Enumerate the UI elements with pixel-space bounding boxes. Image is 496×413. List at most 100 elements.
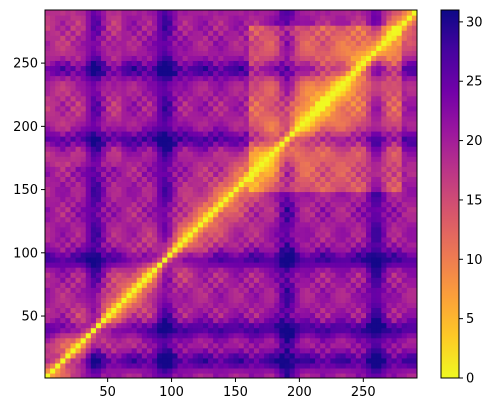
heatmap-cell bbox=[70, 216, 77, 223]
heatmap-cell bbox=[50, 136, 56, 142]
heatmap-cell bbox=[70, 156, 77, 162]
heatmap-cell bbox=[243, 156, 250, 162]
heatmap-cell bbox=[259, 272, 265, 278]
heatmap-cell bbox=[294, 75, 301, 82]
heatmap-cell bbox=[320, 100, 326, 107]
heatmap-cell bbox=[330, 146, 337, 152]
heatmap-cell bbox=[299, 90, 306, 97]
heatmap-cell bbox=[218, 362, 224, 369]
heatmap-cell bbox=[172, 362, 179, 369]
heatmap-cell bbox=[80, 191, 87, 198]
heatmap-cell bbox=[371, 317, 377, 324]
heatmap-cell bbox=[294, 352, 301, 359]
heatmap-cell bbox=[177, 302, 184, 309]
heatmap-cell bbox=[208, 105, 214, 112]
heatmap-cell bbox=[187, 292, 194, 298]
heatmap-cell bbox=[274, 125, 281, 132]
heatmap-cell bbox=[65, 246, 72, 253]
heatmap-cell bbox=[213, 241, 219, 248]
heatmap-cell bbox=[223, 161, 230, 167]
heatmap-cell bbox=[162, 287, 168, 293]
heatmap-cell bbox=[90, 267, 97, 273]
heatmap-cell bbox=[330, 141, 337, 147]
heatmap-cell bbox=[90, 15, 97, 21]
heatmap-cell bbox=[70, 105, 77, 112]
heatmap-cell bbox=[45, 357, 51, 364]
heatmap-cell bbox=[269, 367, 275, 374]
heatmap-cell bbox=[228, 110, 235, 117]
heatmap-cell bbox=[162, 322, 168, 329]
heatmap-cell bbox=[157, 176, 163, 182]
heatmap-cell bbox=[116, 297, 123, 303]
heatmap-cell bbox=[116, 171, 123, 177]
heatmap-cell bbox=[320, 141, 326, 147]
heatmap-cell bbox=[325, 105, 331, 112]
heatmap-cell bbox=[202, 80, 209, 87]
heatmap-cell bbox=[366, 161, 372, 167]
heatmap-cell bbox=[304, 136, 311, 142]
heatmap-cell bbox=[116, 302, 123, 309]
heatmap-cell bbox=[360, 25, 367, 31]
heatmap-cell bbox=[152, 10, 158, 16]
heatmap-cell bbox=[360, 322, 367, 329]
heatmap-cell bbox=[289, 171, 296, 177]
heatmap-cell bbox=[269, 75, 275, 82]
heatmap-cell bbox=[259, 151, 265, 157]
heatmap-cell bbox=[172, 50, 179, 56]
heatmap-cell bbox=[65, 110, 72, 117]
heatmap-cell bbox=[218, 166, 224, 172]
heatmap-cell bbox=[126, 206, 133, 213]
heatmap-cell bbox=[131, 20, 138, 26]
heatmap-cell bbox=[50, 25, 56, 31]
heatmap-cell bbox=[157, 201, 163, 208]
heatmap-cell bbox=[152, 267, 158, 273]
heatmap-cell bbox=[330, 30, 337, 36]
heatmap-cell bbox=[101, 312, 107, 319]
heatmap-cell bbox=[325, 206, 331, 213]
heatmap-cell bbox=[60, 130, 66, 137]
heatmap-cell bbox=[131, 130, 138, 137]
heatmap-cell bbox=[126, 20, 133, 26]
heatmap-cell bbox=[121, 100, 128, 107]
heatmap-cell bbox=[279, 307, 286, 314]
heatmap-cell bbox=[325, 287, 331, 293]
heatmap-cell bbox=[371, 100, 377, 107]
heatmap-cell bbox=[289, 181, 296, 188]
heatmap-cell bbox=[75, 241, 82, 248]
heatmap-cell bbox=[116, 332, 123, 339]
heatmap-cell bbox=[350, 166, 357, 172]
heatmap-cell bbox=[45, 55, 51, 62]
heatmap-cell bbox=[50, 226, 56, 233]
heatmap-cell bbox=[386, 267, 393, 273]
heatmap-cell bbox=[264, 186, 270, 193]
heatmap-cell bbox=[90, 302, 97, 309]
heatmap-cell bbox=[60, 55, 66, 62]
heatmap-cell bbox=[146, 70, 153, 77]
heatmap-cell bbox=[386, 322, 393, 329]
heatmap-cell bbox=[223, 176, 230, 182]
heatmap-cell bbox=[213, 110, 219, 117]
heatmap-cell bbox=[187, 332, 194, 339]
heatmap-cell bbox=[126, 352, 133, 359]
heatmap-cell bbox=[75, 50, 82, 56]
heatmap-cell bbox=[315, 236, 321, 243]
heatmap-cell bbox=[70, 75, 77, 82]
heatmap-cell bbox=[279, 161, 286, 167]
heatmap-cell bbox=[90, 297, 97, 303]
heatmap-cell bbox=[80, 40, 87, 46]
heatmap-cell bbox=[243, 211, 250, 218]
heatmap-cell bbox=[381, 20, 388, 26]
heatmap-cell bbox=[315, 231, 321, 238]
heatmap-cell bbox=[218, 312, 224, 319]
heatmap-cell bbox=[60, 267, 66, 273]
heatmap-cell bbox=[116, 246, 123, 253]
heatmap-cell bbox=[259, 362, 265, 369]
heatmap-cell bbox=[197, 307, 204, 314]
heatmap-cell bbox=[340, 136, 347, 142]
heatmap-cell bbox=[131, 95, 138, 102]
heatmap-cell bbox=[177, 251, 184, 258]
heatmap-cell bbox=[294, 367, 301, 374]
heatmap-cell bbox=[228, 236, 235, 243]
heatmap-cell bbox=[141, 221, 148, 228]
heatmap-cell bbox=[274, 267, 281, 273]
